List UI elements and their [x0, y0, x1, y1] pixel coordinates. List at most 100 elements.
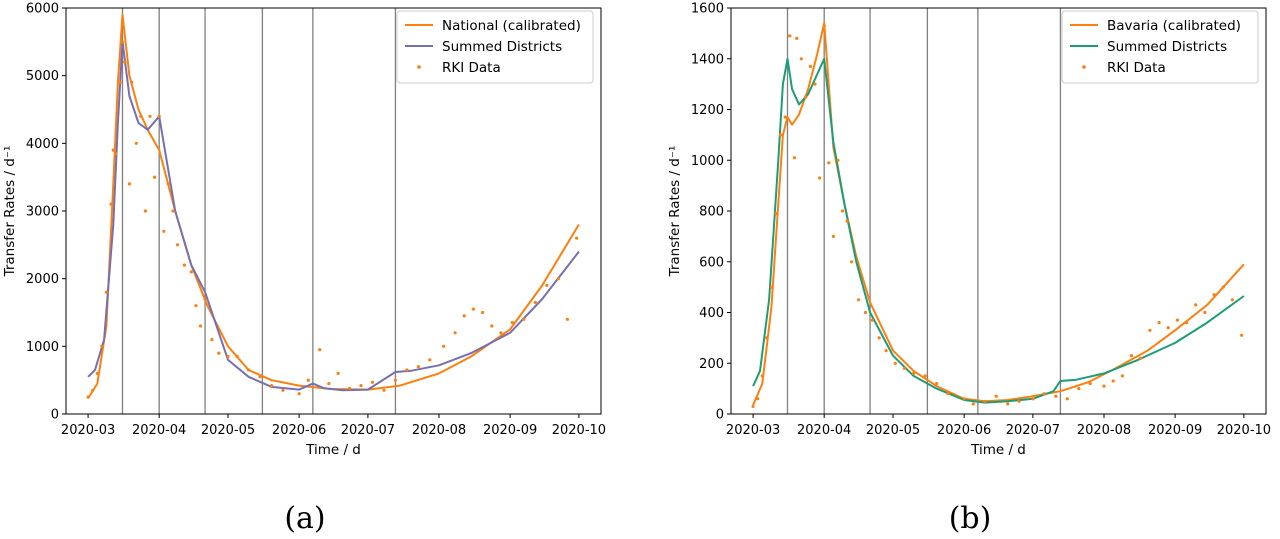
chart-panel-b: 0 200 400 600 800 1000 1200 1400 1600 2020-03 2020… [667, 2, 1271, 537]
y-tick-label: 0 [716, 408, 724, 423]
data-point [783, 115, 787, 119]
data-point [175, 243, 180, 247]
data-point [983, 399, 987, 403]
data-point [822, 24, 826, 28]
data-point [114, 151, 118, 156]
y-tick-label: 1000 [691, 154, 724, 169]
data-point [1102, 384, 1106, 388]
data-point [831, 234, 836, 238]
data-point [779, 133, 783, 137]
data-point [490, 324, 494, 328]
data-point [226, 354, 230, 359]
x-tick-label: 2020-10 [1217, 423, 1271, 438]
data-point [86, 395, 90, 399]
x-tick-label: 2020-04 [797, 423, 851, 438]
data-point [210, 338, 214, 342]
data-point [235, 354, 239, 359]
data-point [1240, 333, 1244, 337]
data-point [756, 397, 760, 401]
data-point [139, 114, 143, 118]
chart-panel-a: 0 1000 2000 3000 4000 5000 6000 2020-03 2020-04 2… [2, 2, 606, 537]
legend-label: National (calibrated) [442, 18, 581, 34]
y-tick-label: 6000 [26, 2, 59, 17]
data-point [453, 331, 457, 335]
y-tick-label: 600 [699, 255, 724, 270]
data-point [795, 36, 799, 41]
data-point [1230, 298, 1234, 302]
data-point [462, 314, 466, 318]
data-point [792, 156, 797, 160]
data-point [198, 324, 203, 328]
axes-frame [730, 7, 1267, 415]
data-point [166, 182, 170, 186]
data-point [318, 348, 322, 352]
x-tick-label: 2020-06 [937, 423, 991, 438]
data-point [270, 384, 274, 388]
data-point [575, 236, 579, 240]
data-point [499, 331, 503, 335]
data-point [510, 321, 514, 325]
y-tick-label: 1400 [691, 52, 724, 67]
data-point [962, 397, 966, 401]
data-point [884, 349, 888, 353]
data-point [808, 64, 813, 68]
data-point [1006, 402, 1010, 406]
data-point [813, 82, 817, 86]
data-point [258, 375, 262, 379]
data-point [818, 176, 822, 180]
legend-box [1061, 10, 1259, 84]
series-line-summed-districts [87, 40, 580, 392]
data-point [109, 202, 113, 206]
data-point [1088, 382, 1092, 386]
data-point [1185, 321, 1189, 325]
data-point [120, 40, 125, 44]
data-point [836, 158, 840, 162]
data-point [111, 148, 115, 152]
y-tick-label: 800 [699, 205, 724, 220]
y-tick-label: 1200 [691, 103, 724, 118]
y-tick-label: 4000 [26, 137, 59, 152]
data-point [971, 402, 975, 406]
data-point [100, 344, 104, 348]
data-point [306, 378, 310, 382]
data-point [1042, 392, 1046, 396]
data-point [760, 374, 764, 378]
data-point [556, 277, 560, 281]
y-tick-label: 200 [699, 357, 724, 372]
legend-label: Bavaria (calibrated) [1107, 18, 1241, 34]
data-point [1111, 379, 1115, 383]
data-point [1139, 356, 1143, 360]
x-tick-label: 2020-07 [1006, 423, 1060, 438]
data-point [1054, 394, 1058, 398]
data-point [104, 290, 108, 294]
data-point [788, 34, 792, 38]
data-point [565, 317, 570, 321]
data-point [203, 297, 207, 301]
y-tick-label: 1600 [691, 2, 724, 17]
data-point [481, 310, 485, 315]
data-point [857, 298, 861, 302]
x-tick-label: 2020-09 [1148, 423, 1202, 438]
data-point [189, 270, 193, 274]
data-point [1120, 374, 1124, 378]
data-point [765, 336, 769, 340]
data-point [153, 175, 157, 179]
data-point [533, 300, 537, 304]
y-tick-label: 5000 [26, 69, 59, 84]
x-tick-label: 2020-09 [483, 423, 537, 438]
x-tick-label: 2020-05 [866, 423, 920, 438]
legend: National (calibrated) Summed Districts RKI… [396, 10, 594, 84]
x-tick-label: 2020-03 [726, 423, 780, 438]
legend: Bavaria (calibrated) Summed Districts RKI … [1061, 10, 1259, 84]
data-point [1203, 310, 1207, 315]
data-point [127, 182, 131, 186]
data-point [877, 336, 881, 340]
data-point [217, 351, 221, 355]
data-point [359, 384, 363, 388]
data-point [1221, 285, 1225, 289]
data-point [130, 80, 134, 84]
data-point [393, 378, 397, 382]
data-point [522, 317, 526, 321]
data-point [1077, 387, 1081, 391]
data-point [247, 368, 251, 372]
